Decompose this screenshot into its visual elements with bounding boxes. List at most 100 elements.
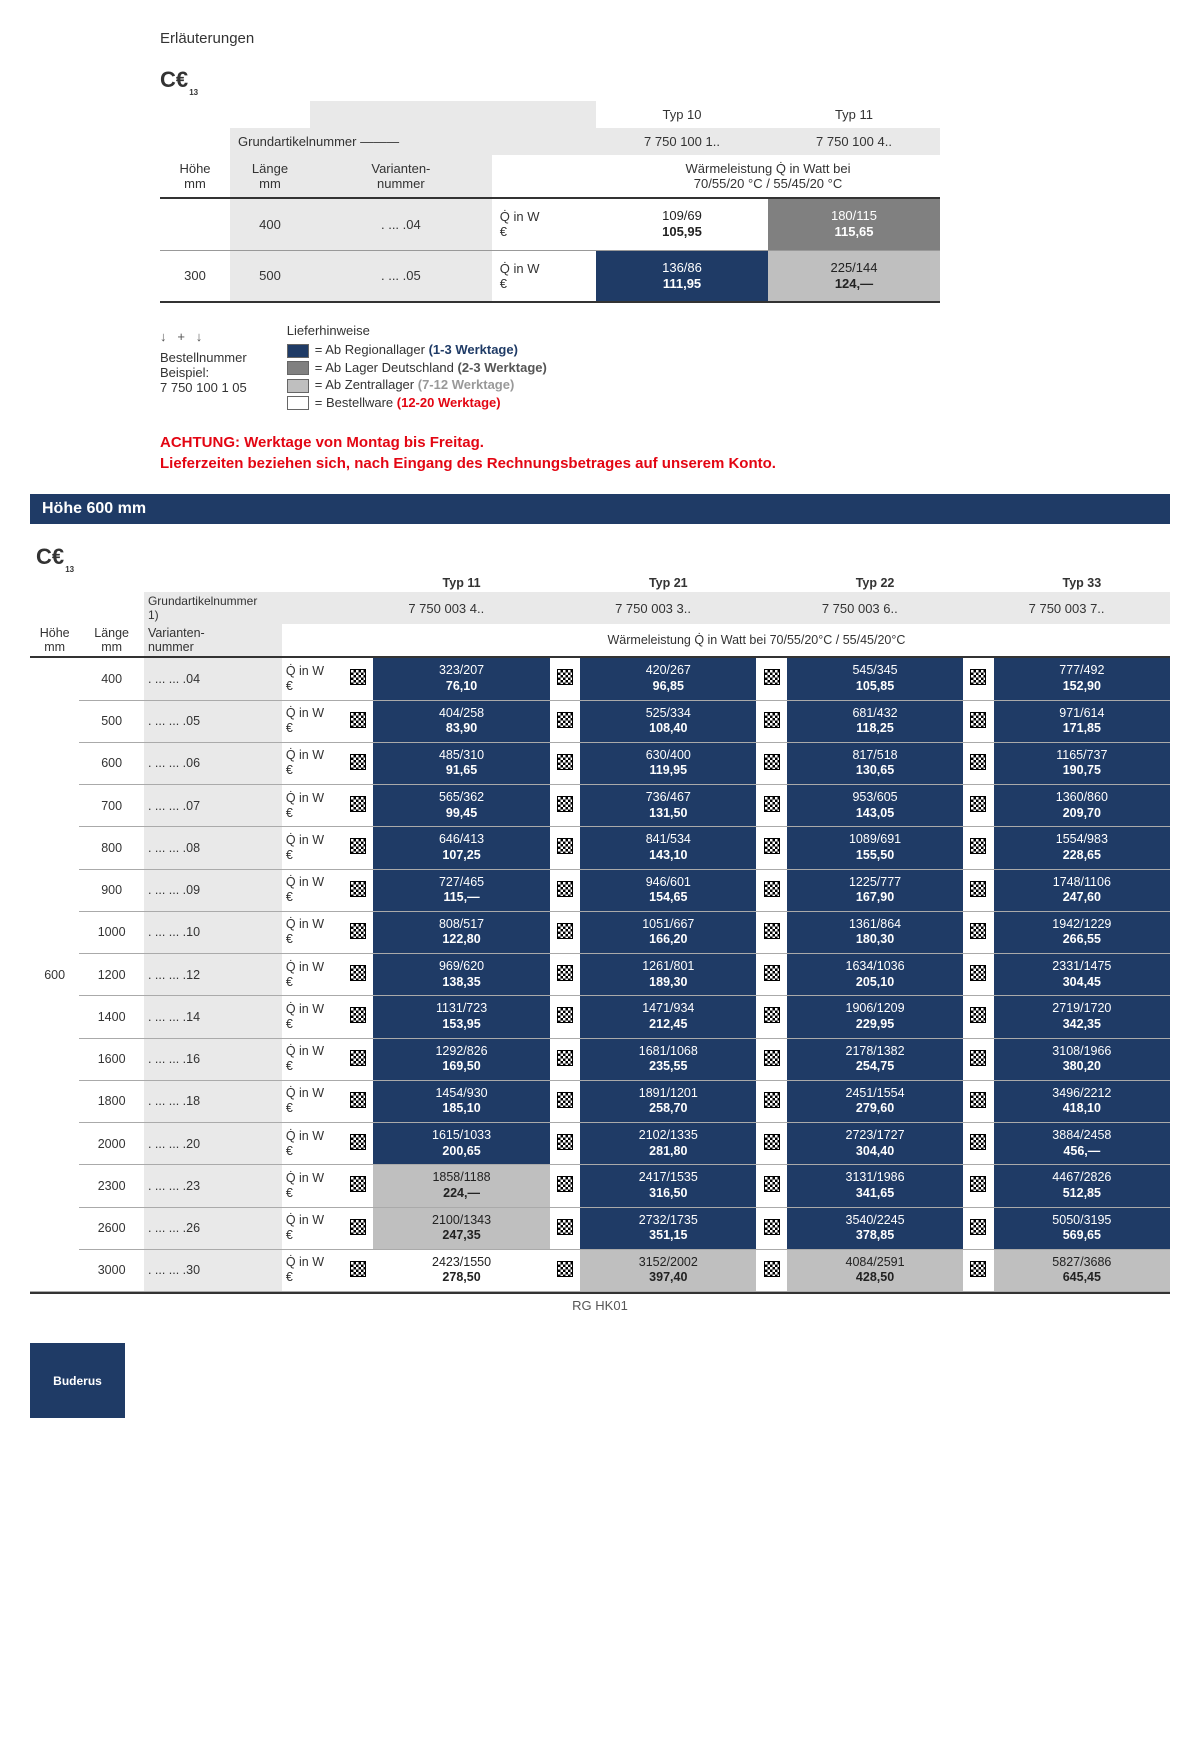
main-grund-1: 7 750 003 3.. xyxy=(550,592,757,624)
example-block: C€13 Typ 10 Typ 11 Grundartikelnummer ——… xyxy=(160,67,940,412)
qr-icon xyxy=(557,1261,573,1277)
unit-label: Q̇ in W € xyxy=(282,1080,343,1122)
qr-icon xyxy=(557,1219,573,1235)
unit-label: Q̇ in W € xyxy=(282,869,343,911)
qr-icon xyxy=(350,838,366,854)
value-cell: 2732/1735351,15 xyxy=(580,1207,756,1249)
table-row: 1200. ... ... .12Q̇ in W €969/620138,351… xyxy=(30,954,1170,996)
ex-variant-1: . ... .05 xyxy=(310,250,492,302)
col-variant-label: Varianten- nummer xyxy=(310,155,492,198)
lange-cell: 2300 xyxy=(79,1165,144,1207)
value-cell: 2331/1475304,45 xyxy=(994,954,1170,996)
ex-type-10: Typ 10 xyxy=(596,101,768,128)
qr-icon xyxy=(764,1007,780,1023)
value-cell: 2102/1335281,80 xyxy=(580,1123,756,1165)
qr-icon xyxy=(764,965,780,981)
qr-icon xyxy=(557,1050,573,1066)
qr-icon xyxy=(764,669,780,685)
lange-cell: 1800 xyxy=(79,1080,144,1122)
grund-val-0: 7 750 100 1.. xyxy=(596,128,768,155)
lange-cell: 900 xyxy=(79,869,144,911)
qr-icon xyxy=(764,923,780,939)
ex-lange-1: 500 xyxy=(230,250,310,302)
value-cell: 1471/934212,45 xyxy=(580,996,756,1038)
qr-icon xyxy=(970,754,986,770)
unit-label: Q̇ in W € xyxy=(282,657,343,700)
main-grund-label: Grundartikelnummer 1) xyxy=(144,592,282,624)
unit-label: Q̇ in W € xyxy=(282,1207,343,1249)
qr-icon xyxy=(557,1134,573,1150)
qr-icon xyxy=(970,712,986,728)
value-cell: 2423/1550278,50 xyxy=(373,1249,549,1291)
value-cell: 2417/1535316,50 xyxy=(580,1165,756,1207)
value-cell: 4467/2826512,85 xyxy=(994,1165,1170,1207)
unit-label: Q̇ in W € xyxy=(282,911,343,953)
value-cell: 420/26796,85 xyxy=(580,657,756,700)
main-grund-2: 7 750 003 6.. xyxy=(756,592,963,624)
variant-cell: . ... ... .23 xyxy=(144,1165,282,1207)
legend-title: Lieferhinweise xyxy=(287,323,547,338)
main-grund-0: 7 750 003 4.. xyxy=(343,592,550,624)
ex-cell-0-1: 180/115115,65 xyxy=(768,198,940,250)
grund-label: Grundartikelnummer ——— xyxy=(230,128,492,155)
qr-icon xyxy=(764,1176,780,1192)
qr-icon xyxy=(557,881,573,897)
qr-icon xyxy=(557,1176,573,1192)
qr-icon xyxy=(557,754,573,770)
variant-cell: . ... ... .30 xyxy=(144,1249,282,1291)
unit-label: Q̇ in W € xyxy=(282,785,343,827)
value-cell: 545/345105,85 xyxy=(787,657,963,700)
value-cell: 3131/1986341,65 xyxy=(787,1165,963,1207)
section-bar: Höhe 600 mm xyxy=(30,494,1170,524)
value-cell: 630/400119,95 xyxy=(580,742,756,784)
variant-cell: . ... ... .16 xyxy=(144,1038,282,1080)
table-row: 1600. ... ... .16Q̇ in W €1292/826169,50… xyxy=(30,1038,1170,1080)
col-lange-label: Länge mm xyxy=(230,155,310,198)
qr-icon xyxy=(557,1092,573,1108)
value-cell: 841/534143,10 xyxy=(580,827,756,869)
main-col-hohe: Höhe mm xyxy=(30,624,79,657)
qr-icon xyxy=(350,1050,366,1066)
unit-label: Q̇ in W € xyxy=(282,1123,343,1165)
value-cell: 4084/2591428,50 xyxy=(787,1249,963,1291)
ex-unit-0: Q̇ in W € xyxy=(492,198,596,250)
table-row: 900. ... ... .09Q̇ in W €727/465115,—946… xyxy=(30,869,1170,911)
value-cell: 1681/1068235,55 xyxy=(580,1038,756,1080)
lange-cell: 800 xyxy=(79,827,144,869)
value-cell: 1615/1033200,65 xyxy=(373,1123,549,1165)
value-cell: 2719/1720342,35 xyxy=(994,996,1170,1038)
main-table-block: C€13 Typ 11 Typ 21 Typ 22 Typ 33 Grundar… xyxy=(30,544,1170,1313)
table-row: 2600. ... ... .26Q̇ in W €2100/1343247,3… xyxy=(30,1207,1170,1249)
value-cell: 1261/801189,30 xyxy=(580,954,756,996)
unit-label: Q̇ in W € xyxy=(282,1165,343,1207)
main-hohe-value: 600 xyxy=(30,657,79,1291)
example-table: Typ 10 Typ 11 Grundartikelnummer ——— 7 7… xyxy=(160,101,940,303)
unit-label: Q̇ in W € xyxy=(282,742,343,784)
variant-cell: . ... ... .05 xyxy=(144,700,282,742)
qr-icon xyxy=(970,1219,986,1235)
qr-icon xyxy=(970,1007,986,1023)
value-cell: 1858/1188224,— xyxy=(373,1165,549,1207)
main-col-variant: Varianten- nummer xyxy=(144,624,282,657)
type-hdr-1: Typ 21 xyxy=(580,574,756,592)
variant-cell: . ... ... .06 xyxy=(144,742,282,784)
table-row: 1800. ... ... .18Q̇ in W €1454/930185,10… xyxy=(30,1080,1170,1122)
qr-icon xyxy=(557,838,573,854)
value-cell: 3152/2002397,40 xyxy=(580,1249,756,1291)
qr-icon xyxy=(764,1092,780,1108)
table-row: 600400. ... ... .04Q̇ in W €323/20776,10… xyxy=(30,657,1170,700)
value-cell: 971/614171,85 xyxy=(994,700,1170,742)
table-row: 2300. ... ... .23Q̇ in W € 1858/1188224,—… xyxy=(30,1165,1170,1207)
value-cell: 525/334108,40 xyxy=(580,700,756,742)
table-row: 3000. ... ... .30Q̇ in W €2423/1550278,5… xyxy=(30,1249,1170,1291)
legend-item: = Bestellware (12-20 Werktage) xyxy=(287,395,547,411)
ex-cell-0-0: 109/69105,95 xyxy=(596,198,768,250)
table-row: 1000. ... ... .10Q̇ in W €808/517122,801… xyxy=(30,911,1170,953)
value-cell: 1748/1106247,60 xyxy=(994,869,1170,911)
qr-icon xyxy=(764,1261,780,1277)
unit-label: Q̇ in W € xyxy=(282,1249,343,1291)
qr-icon xyxy=(970,1176,986,1192)
value-cell: 681/432118,25 xyxy=(787,700,963,742)
qr-icon xyxy=(970,1261,986,1277)
ex-type-11: Typ 11 xyxy=(768,101,940,128)
